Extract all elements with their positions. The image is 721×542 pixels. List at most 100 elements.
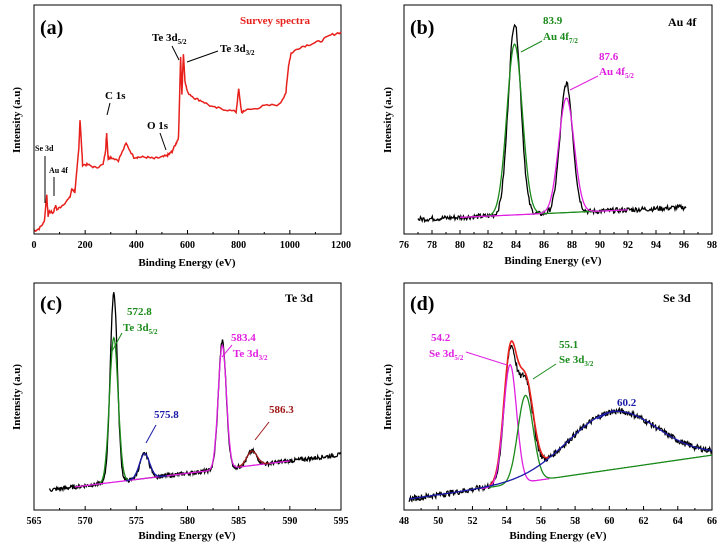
se3d52-fit-line (480, 363, 550, 490)
panel-b-curve-layer (417, 23, 687, 224)
x-tick-label: 94 (651, 240, 661, 251)
panel-d-curve-layer (408, 340, 713, 503)
panel-a-title: Survey spectra (240, 15, 310, 27)
x-tick-label: 86 (539, 240, 549, 251)
panel-c-label: (c) (40, 293, 62, 315)
te-satellite-2-line (238, 450, 270, 468)
survey-spectrum-line (33, 31, 342, 233)
x-tick-label: 575 (129, 516, 144, 527)
panel-b: 76 78 80 82 84 86 88 90 92 94 96 98 (b) Au 4f Bindi… (382, 4, 717, 267)
panel-c-frame (33, 282, 342, 511)
panel-b-xticks: 76 78 80 82 84 86 88 90 92 94 96 98 (399, 230, 717, 251)
peak-d1-value: 54.2 (431, 332, 451, 344)
x-tick-label: 84 (511, 240, 521, 251)
x-tick-label: 58 (570, 516, 580, 527)
panel-a-curve-layer (33, 31, 342, 233)
se3d-raw-spectrum (408, 344, 713, 503)
x-tick-label: 580 (180, 516, 195, 527)
peak-b1-name: Au 4f7/2 (543, 31, 578, 45)
x-tick-label: 90 (595, 240, 605, 251)
x-tick-label: 0 (32, 240, 37, 251)
peak-d2-name: Se 3d3/2 (559, 354, 594, 368)
arrow-c3 (145, 424, 157, 444)
peak-c3-value: 575.8 (154, 409, 179, 421)
panel-c: 565 570 575 580 585 590 595 (c) Te 3d Binding … (11, 282, 349, 542)
peak-c1-value: 572.8 (127, 306, 152, 318)
arrow-c1 (110, 332, 123, 354)
peak-c1-name: Te 3d5/2 (123, 322, 158, 336)
x-tick-label: 50 (433, 516, 443, 527)
peak-c4-value: 586.3 (269, 404, 294, 416)
arrow-c-1s (106, 102, 111, 116)
panel-a-ylabel: Intensity (a.u) (11, 87, 23, 153)
x-tick-label: 1200 (331, 240, 351, 251)
panel-b-label: (b) (410, 17, 434, 39)
te3d52-fit-line (74, 336, 157, 488)
te-satellite-1-line (125, 453, 168, 482)
x-tick-label: 800 (231, 240, 246, 251)
arrow-b1 (520, 40, 543, 53)
x-tick-label: 590 (282, 516, 297, 527)
te3d-raw-spectrum (48, 292, 342, 493)
se-broad-fit-line (409, 410, 713, 500)
x-tick-label: 96 (679, 240, 689, 251)
arrow-d2 (532, 363, 557, 380)
arrow-te-3d52 (171, 45, 180, 61)
x-tick-label: 595 (334, 516, 349, 527)
panel-b-ylabel: Intensity (a.u) (382, 87, 394, 153)
panel-a-label: (a) (40, 17, 63, 39)
arrow-c2 (221, 344, 233, 358)
panel-d-frame (403, 282, 713, 511)
panel-d-ylabel: Intensity (a.u) (382, 364, 394, 430)
panel-d-label: (d) (410, 293, 434, 315)
x-tick-label: 400 (129, 240, 144, 251)
te3d32-fit-line (74, 343, 290, 488)
annotation-o-1s: O 1s (147, 120, 169, 132)
peak-c2-name: Te 3d3/2 (233, 348, 268, 362)
panel-d-title: Se 3d (663, 291, 691, 305)
panel-b-xlabel: Binding Energy (eV) (504, 255, 602, 267)
au4f52-fit-line (460, 97, 628, 218)
panel-c-xlabel: Binding Energy (eV) (138, 530, 236, 542)
annotation-c-1s: C 1s (105, 90, 126, 102)
panel-d-xlabel: Binding Energy (eV) (509, 530, 607, 542)
x-tick-label: 82 (483, 240, 493, 251)
x-tick-label: 60 (604, 516, 614, 527)
se3d32-fit-line (489, 394, 713, 488)
annotation-te-3d52-text: Te 3d5/2 (152, 32, 187, 46)
x-tick-label: 62 (639, 516, 649, 527)
panel-c-title: Te 3d (285, 291, 313, 305)
peak-c2-value: 583.4 (231, 332, 256, 344)
panel-a-xlabel: Binding Energy (eV) (138, 257, 236, 269)
panel-a-frame (33, 4, 342, 235)
peak-d1-name: Se 3d5/2 (429, 348, 464, 362)
x-tick-label: 200 (78, 240, 93, 251)
peak-b2-value: 87.6 (599, 51, 619, 63)
x-tick-label: 98 (707, 240, 717, 251)
x-tick-label: 76 (399, 240, 409, 251)
peak-d2-value: 55.1 (559, 339, 578, 351)
arrow-c4 (254, 421, 270, 441)
x-tick-label: 600 (180, 240, 195, 251)
panel-b-title: Au 4f (668, 15, 697, 29)
x-tick-label: 56 (536, 516, 546, 527)
annotation-te-3d52: Te 3d5/2 (152, 32, 187, 46)
peak-d3-value: 60.2 (617, 397, 637, 409)
x-tick-label: 585 (231, 516, 246, 527)
x-tick-label: 88 (567, 240, 577, 251)
x-tick-label: 78 (427, 240, 437, 251)
annotation-te-3d32-text: Te 3d3/2 (220, 43, 255, 57)
arrow-d1 (465, 351, 508, 366)
x-tick-label: 54 (502, 516, 512, 527)
panel-c-ylabel: Intensity (a.u) (11, 364, 23, 430)
x-tick-label: 565 (27, 516, 42, 527)
x-tick-label: 48 (399, 516, 409, 527)
annotation-se-3d: Se 3d (35, 144, 54, 153)
arrow-b2 (569, 75, 599, 91)
panel-c-curve-layer (48, 292, 342, 493)
x-tick-label: 64 (673, 516, 683, 527)
annotation-au-4f: Au 4f (49, 166, 68, 175)
arrow-te-3d32 (186, 50, 219, 63)
panel-d: 48 50 52 54 56 58 60 62 64 66 (d) Se 3d Binding E… (382, 282, 717, 542)
